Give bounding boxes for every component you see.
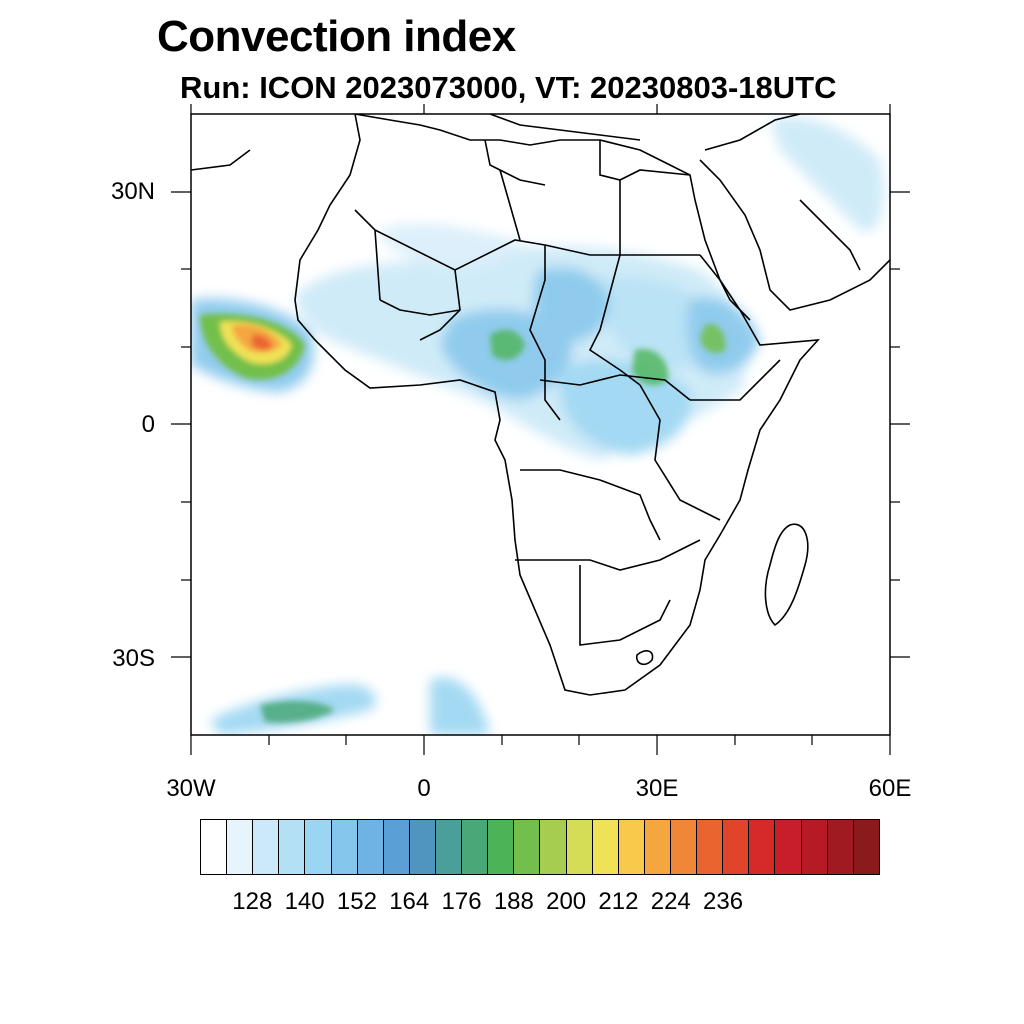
map-plot xyxy=(171,104,910,755)
border-14 xyxy=(699,254,751,321)
colorbar-swatch xyxy=(853,820,879,874)
colorbar-swatch xyxy=(462,820,489,874)
colorbar-label: 164 xyxy=(389,888,430,915)
mediterranean-shore xyxy=(489,114,641,141)
colorbar-swatch xyxy=(827,820,854,874)
colorbar-label: 212 xyxy=(598,888,639,915)
colorbar-swatch xyxy=(227,820,254,874)
colorbar xyxy=(200,819,880,875)
border-11 xyxy=(579,565,671,646)
colorbar-swatch xyxy=(435,820,463,874)
colorbar-swatch xyxy=(279,820,306,874)
lon-label-30w: 30W xyxy=(166,775,216,802)
field-ethiopia-green xyxy=(700,324,726,354)
madagascar-coastline xyxy=(764,523,809,627)
field-atlantic-red xyxy=(252,334,272,351)
border-15 xyxy=(599,140,691,181)
colorbar-swatch xyxy=(253,820,280,874)
arabia-north xyxy=(704,114,801,151)
border-10 xyxy=(515,539,701,571)
border-3 xyxy=(499,169,521,241)
gulf-coast xyxy=(799,199,861,271)
border-6 xyxy=(539,374,691,401)
colorbar-label: 224 xyxy=(650,888,691,915)
colorbar-label: 128 xyxy=(232,888,273,915)
lon-label-0: 0 xyxy=(417,775,431,802)
field-sahara-light xyxy=(380,223,520,269)
convection-field xyxy=(191,117,884,735)
lon-label-60e: 60E xyxy=(868,775,912,802)
border-16 xyxy=(484,139,546,186)
colorbar-swatch xyxy=(566,820,593,874)
arabia-coastline xyxy=(699,159,890,311)
colorbar-swatch xyxy=(775,820,802,874)
colorbar-swatch xyxy=(331,820,358,874)
colorbar-swatch xyxy=(514,820,541,874)
colorbar-label: 176 xyxy=(441,888,482,915)
border-2 xyxy=(374,229,561,421)
lon-label-30e: 30E xyxy=(635,775,679,802)
colorbar-label: 140 xyxy=(284,888,325,915)
colorbar-label: 152 xyxy=(336,888,377,915)
field-southwest-green xyxy=(260,700,335,723)
colorbar-swatch xyxy=(749,820,776,874)
field-arabia-light xyxy=(770,117,884,232)
border-7 xyxy=(419,269,461,341)
lat-label-0: 0 xyxy=(141,411,155,438)
colorbar-swatch xyxy=(723,820,750,874)
colorbar-swatch xyxy=(801,820,828,874)
border-4 xyxy=(544,244,700,256)
colorbar-swatch xyxy=(540,820,567,874)
colorbar-label: 236 xyxy=(703,888,744,915)
colorbar-swatch xyxy=(670,820,698,874)
border-5 xyxy=(588,180,641,386)
colorbar-swatch xyxy=(697,820,724,874)
coastlines-borders xyxy=(191,114,890,696)
colorbar-swatch xyxy=(644,820,671,874)
border-9 xyxy=(520,469,661,541)
colorbar-swatch xyxy=(488,820,515,874)
plot-title: Convection index xyxy=(157,12,516,61)
colorbar-swatch xyxy=(592,820,619,874)
colorbar-swatch xyxy=(305,820,332,874)
border-8 xyxy=(379,299,461,316)
border-13 xyxy=(690,359,781,401)
colorbar-swatch xyxy=(409,820,436,874)
colorbar-swatch xyxy=(357,820,384,874)
axis-ticks xyxy=(171,104,910,755)
lesotho xyxy=(635,650,654,666)
colorbar-swatch xyxy=(618,820,645,874)
border-12 xyxy=(639,384,721,521)
field-south-light xyxy=(430,677,490,735)
colorbar-label: 188 xyxy=(493,888,534,915)
field-central-green xyxy=(632,349,669,386)
field-chad-mid xyxy=(533,267,610,342)
colorbar-swatch xyxy=(201,820,228,874)
lat-label-30n: 30N xyxy=(110,178,155,205)
lat-label-30s: 30S xyxy=(112,645,155,672)
colorbar-swatch xyxy=(383,820,410,874)
africa-coastline xyxy=(294,114,820,696)
field-westafrica-green xyxy=(490,329,525,361)
iberia-shore xyxy=(191,149,251,171)
plot-subtitle: Run: ICON 2023073000, VT: 20230803-18UTC xyxy=(180,70,837,105)
colorbar-label: 200 xyxy=(546,888,587,915)
